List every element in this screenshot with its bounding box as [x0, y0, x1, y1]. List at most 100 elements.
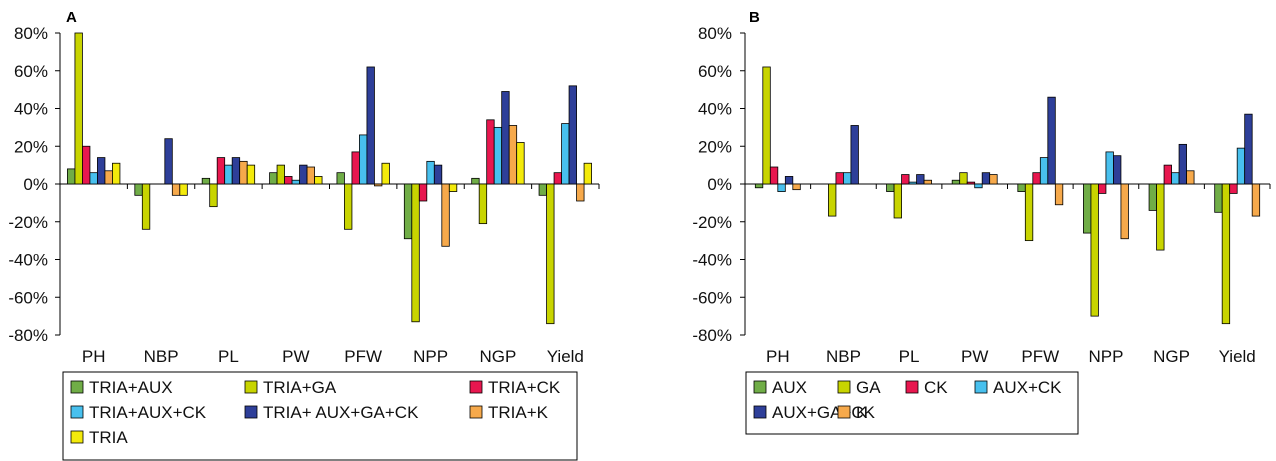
bar — [508, 125, 518, 185]
bar — [583, 162, 592, 185]
bar — [1039, 157, 1049, 185]
bar — [82, 145, 91, 185]
bar — [1221, 183, 1231, 325]
bar — [1214, 183, 1223, 213]
legend-swatch — [70, 380, 84, 394]
chart-panel-b: B 80% 60% 40% 20% 0% -20% -40% -60% -80% PH NBP PL PW… — [692, 9, 1271, 435]
x-tick-label: NGP — [480, 347, 517, 366]
legend-label: TRIA+CK — [488, 378, 561, 397]
legend-swatch — [905, 380, 919, 394]
bar — [1032, 172, 1041, 185]
x-tick-label: PW — [282, 347, 309, 366]
bar — [433, 164, 443, 185]
y-tick-label: 20% — [698, 137, 732, 156]
y-tick-label: -20% — [8, 213, 48, 232]
x-tick-label: PH — [82, 347, 106, 366]
bar — [1113, 155, 1122, 185]
bar — [486, 119, 495, 185]
bar — [448, 183, 458, 192]
bar — [1083, 183, 1092, 234]
bar — [1098, 183, 1107, 194]
bar — [1236, 147, 1246, 185]
bar — [1251, 183, 1261, 217]
y-tick-label: -60% — [8, 288, 48, 307]
y-tick-label: 80% — [14, 24, 48, 43]
bar — [843, 172, 852, 185]
y-tick-label: 60% — [698, 62, 732, 81]
bar — [67, 168, 76, 185]
bar — [546, 183, 555, 325]
bar — [89, 172, 98, 185]
bar — [1105, 151, 1114, 185]
bar — [104, 170, 113, 185]
bar — [141, 183, 151, 230]
x-tick-label: PL — [899, 347, 920, 366]
x-tick-label: NPP — [413, 347, 448, 366]
bar — [792, 183, 801, 191]
bar — [989, 174, 998, 185]
bar — [306, 166, 315, 185]
x-tick-label: NGP — [1153, 347, 1190, 366]
bar — [284, 176, 293, 185]
legend-swatch — [244, 405, 258, 419]
legend-label: AUX — [772, 378, 807, 397]
bar — [344, 183, 353, 230]
y-tick-label: -80% — [8, 326, 48, 345]
x-tick-label: PW — [961, 347, 988, 366]
bar — [981, 172, 991, 185]
legend-label: CK — [924, 378, 948, 397]
bar — [974, 183, 983, 189]
legend-label: GA — [856, 378, 881, 397]
bar — [418, 183, 428, 202]
bar — [908, 181, 917, 185]
x-tick-label: NBP — [826, 347, 861, 366]
bar — [366, 66, 375, 185]
bar — [246, 164, 256, 185]
y-tick-label: 0% — [23, 175, 48, 194]
bar — [561, 123, 570, 185]
legend-swatch — [469, 380, 483, 394]
bar — [493, 126, 503, 185]
x-tick-label: PFW — [344, 347, 382, 366]
bar — [374, 183, 383, 187]
bar — [351, 151, 360, 185]
bar — [403, 183, 413, 240]
bar — [762, 66, 771, 185]
x-tick-label: PFW — [1021, 347, 1059, 366]
legend-swatch — [837, 380, 851, 394]
y-tick-label: 60% — [14, 62, 48, 81]
bar — [216, 157, 226, 185]
y-tick-label: 20% — [14, 137, 48, 156]
legend-swatch — [837, 405, 851, 419]
bar — [112, 162, 121, 185]
bar — [828, 183, 837, 217]
bar — [478, 183, 488, 225]
bar — [381, 162, 390, 185]
legend-label: TRIA+ AUX+GA+CK — [263, 403, 419, 422]
bar — [359, 134, 368, 185]
bar — [209, 183, 218, 208]
bar — [1054, 183, 1064, 206]
bar — [471, 177, 480, 185]
bar — [538, 183, 547, 196]
bar — [164, 138, 173, 185]
bar — [959, 172, 968, 185]
y-tick-label: -40% — [8, 251, 48, 270]
bar — [1229, 183, 1238, 194]
bar — [784, 176, 794, 185]
x-tick-label: Yield — [547, 347, 584, 366]
bar — [1156, 183, 1165, 251]
y-tick-label: 80% — [698, 24, 732, 43]
y-tick-label: 40% — [14, 100, 48, 119]
bar — [134, 183, 143, 196]
x-tick-label: NBP — [144, 347, 179, 366]
bar — [1171, 172, 1180, 185]
legend-swatch — [974, 380, 988, 394]
bar — [754, 183, 764, 189]
legend-swatch — [753, 380, 767, 394]
legend-label: AUX+CK — [993, 378, 1062, 397]
bar — [1017, 183, 1026, 192]
y-tick-label: -80% — [692, 326, 732, 345]
y-tick-label: -60% — [692, 288, 732, 307]
